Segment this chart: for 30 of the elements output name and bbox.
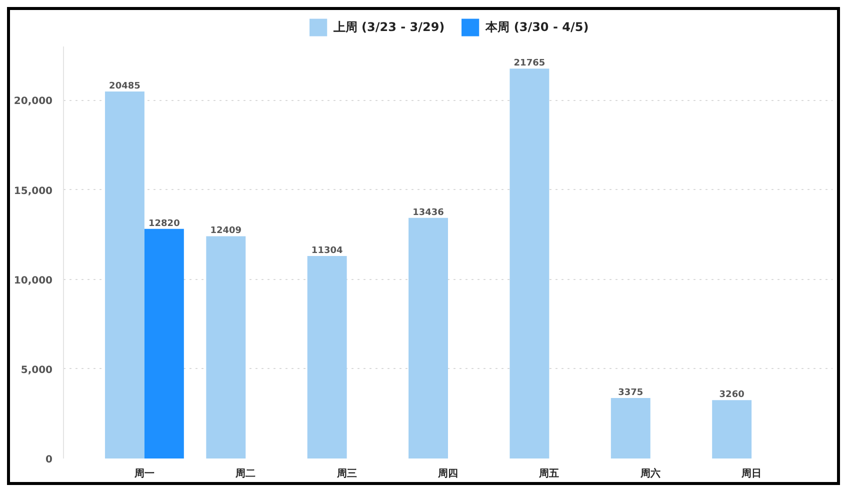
x-tick-label: 周五 (538, 468, 560, 480)
x-tick-label: 周三 (336, 468, 357, 480)
legend-label: 上周 (3/23 - 3/29) (333, 18, 445, 36)
x-tick-label: 周一 (133, 468, 154, 480)
data-label: 13436 (412, 208, 444, 218)
bar (712, 400, 752, 458)
data-label: 12409 (210, 226, 242, 236)
x-tick-label: 周六 (639, 468, 660, 480)
data-label: 20485 (109, 82, 140, 92)
bar (510, 68, 550, 458)
data-label: 21765 (514, 58, 546, 69)
x-tick-label: 周四 (437, 468, 458, 480)
bar (144, 228, 184, 458)
legend-label: 本周 (3/30 - 4/5) (486, 18, 589, 36)
bar (104, 92, 144, 458)
data-label: 3375 (618, 388, 644, 398)
y-tick-label: 10,000 (14, 275, 53, 286)
data-label: 12820 (148, 218, 180, 229)
bar (307, 256, 347, 458)
data-label: 11304 (311, 246, 343, 256)
bar (408, 218, 448, 458)
bar (206, 236, 246, 458)
y-tick-label: 20,000 (14, 96, 53, 108)
x-tick-label: 周二 (234, 468, 256, 480)
data-label: 3260 (719, 390, 744, 400)
bar (610, 398, 650, 458)
y-tick-label: 0 (46, 454, 53, 466)
x-tick-label: 周日 (740, 468, 762, 480)
y-tick-label: 5,000 (20, 364, 53, 376)
y-tick-label: 15,000 (14, 186, 53, 197)
